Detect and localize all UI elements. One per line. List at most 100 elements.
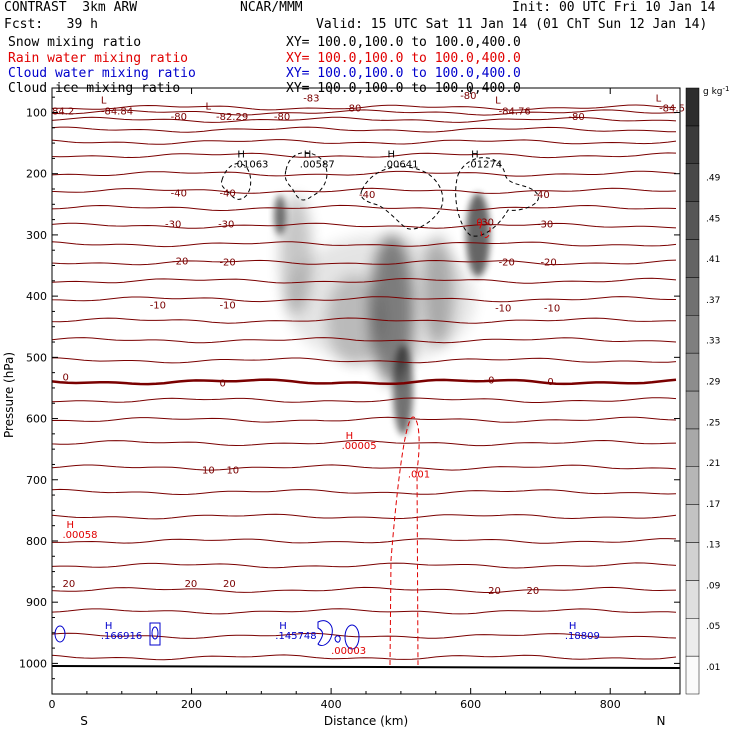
isotherm-line [52, 562, 677, 569]
colorbar-cell [685, 201, 700, 240]
isotherm-line [52, 116, 677, 123]
y-tick-label: 100 [26, 106, 47, 119]
colorbar-units-base: g kg [703, 87, 723, 97]
y-tick-label: 300 [26, 229, 47, 242]
isotherm-line [52, 104, 677, 111]
temperature-label: -82.29 [216, 112, 248, 123]
rain-max-marker: H [346, 431, 354, 442]
colorbar-tick-label: .33 [706, 337, 720, 347]
temperature-label: 0 [219, 379, 225, 390]
header-title-left: CONTRAST 3km ARW [4, 0, 138, 15]
temperature-label: -84.5 [659, 103, 685, 114]
y-tick-label: 800 [26, 535, 47, 548]
temperature-label: -20 [219, 258, 235, 269]
temperature-label: 0 [547, 377, 553, 388]
rain-max-marker: H [66, 520, 74, 531]
cloud-water-max-marker: H [569, 621, 577, 632]
colorbar: .01 .05 .09 .13 .17 .21 .25 .29 .33 .37 .41 .45 .49 [685, 87, 721, 695]
isotherm-line [52, 222, 677, 229]
temperature-label: 20 [488, 586, 501, 597]
isotherm-line [52, 259, 677, 266]
y-tick-label: 700 [26, 474, 47, 487]
y-axis-label: Pressure (hPa) [2, 352, 16, 438]
temperature-label: -10 [150, 300, 166, 311]
rain-max-value: .00003 [331, 646, 366, 657]
snow-max-marker: H [237, 150, 245, 161]
isotherm-line [52, 317, 676, 324]
colorbar-tick-label: .21 [706, 459, 720, 469]
x-tick-label: 0 [49, 698, 56, 711]
isotherm-line [52, 608, 677, 615]
rain-water-contour [479, 221, 491, 239]
temperature-label: -84.84 [101, 106, 133, 117]
temperature-label: -80 [568, 112, 584, 123]
cloud-ice-contour [360, 166, 444, 230]
cloud-ice-contour [221, 163, 252, 200]
temperature-label: -20 [499, 258, 515, 269]
rain-max-value: 0 [476, 218, 482, 229]
y-tick-label: 1000 [19, 657, 47, 670]
x-tick-label: 600 [460, 698, 481, 711]
temperature-label: -30 [165, 220, 181, 231]
colorbar-cell [685, 504, 700, 543]
temperature-label: -20 [540, 258, 556, 269]
temperature-label: -40 [359, 190, 375, 201]
x-tick-label: 800 [600, 698, 621, 711]
x-tick-label: 200 [181, 698, 202, 711]
colorbar-cell [685, 163, 700, 202]
temperature-label: -80 [171, 112, 187, 123]
header-valid: Valid: 15 UTC Sat 11 Jan 14 (01 ChT Sun … [316, 17, 708, 32]
temperature-label: -80 [460, 91, 476, 102]
colorbar-units-exp: -1 [723, 85, 730, 93]
rain-max-value: .001 [408, 469, 430, 480]
field-rain-label: Rain water mixing ratio [8, 51, 189, 66]
colorbar-tick-label: .29 [706, 378, 721, 388]
temperature-label: 0 [488, 376, 494, 387]
colorbar-units: g kg-1 [703, 85, 729, 97]
colorbar-tick-label: .49 [706, 174, 721, 184]
isotherm-line [52, 488, 677, 496]
temperature-label: L [656, 93, 662, 104]
plot-frame [51, 87, 681, 695]
rain-max-value: .00058 [62, 530, 97, 541]
temperature-label: -40 [219, 188, 235, 199]
isotherm-line [52, 586, 677, 593]
x-axis: 0 200 400 600 800 [49, 88, 646, 711]
x-axis-label: Distance (km) [324, 714, 408, 728]
isotherm-line [52, 464, 677, 471]
colorbar-cell [685, 125, 700, 164]
colorbar-cell [685, 542, 700, 581]
isotherm-line [52, 204, 677, 212]
snow-max-marker: H [471, 150, 479, 161]
isotherm-line [52, 654, 677, 661]
cloud-water-contours [54, 620, 360, 650]
colorbar-tick-label: .41 [706, 255, 720, 265]
isotherm-line [52, 538, 677, 544]
temperature-label: -10 [544, 303, 560, 314]
field-cloudwater-label: Cloud water mixing ratio [8, 66, 196, 81]
colorbar-cell [685, 618, 700, 657]
temperature-label: -20 [172, 256, 188, 267]
cloud-water-max-value: .145748 [275, 631, 316, 642]
colorbar-cell [685, 428, 700, 467]
colorbar-cell [685, 466, 700, 505]
snow-max-value: .00641 [383, 160, 418, 171]
y-tick-label: 200 [26, 168, 47, 181]
temperature-label: -80 [345, 103, 361, 114]
colorbar-cell [685, 315, 700, 354]
isotherm-line [52, 277, 677, 284]
cloud-water-contour [317, 620, 333, 647]
ground-line [51, 665, 681, 669]
cloud-ice-contours [221, 152, 539, 237]
rain-water-contours [389, 221, 491, 666]
temperature-label: 20 [62, 579, 75, 590]
colorbar-tick-label: .25 [706, 418, 720, 428]
cloud-ice-contour [455, 157, 539, 237]
cloud-water-contour [54, 625, 66, 643]
isotherm-line [52, 439, 677, 447]
colorbar-cell [685, 87, 700, 127]
isotherm-line [52, 187, 677, 194]
isotherm-line [52, 139, 677, 145]
y-tick-label: 500 [26, 351, 47, 364]
